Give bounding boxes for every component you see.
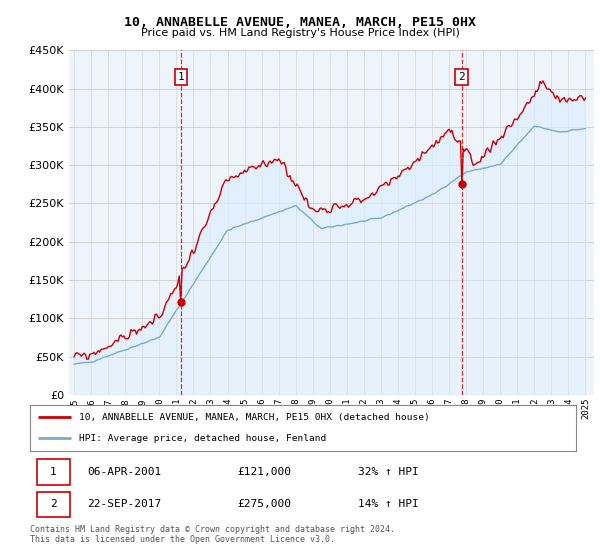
Text: 10, ANNABELLE AVENUE, MANEA, MARCH, PE15 0HX: 10, ANNABELLE AVENUE, MANEA, MARCH, PE15…: [124, 16, 476, 29]
Text: 1: 1: [178, 72, 184, 82]
Text: Contains HM Land Registry data © Crown copyright and database right 2024.
This d: Contains HM Land Registry data © Crown c…: [30, 525, 395, 544]
FancyBboxPatch shape: [37, 492, 70, 517]
Text: 2: 2: [458, 72, 465, 82]
Text: 32% ↑ HPI: 32% ↑ HPI: [358, 467, 418, 477]
Text: 10, ANNABELLE AVENUE, MANEA, MARCH, PE15 0HX (detached house): 10, ANNABELLE AVENUE, MANEA, MARCH, PE15…: [79, 413, 430, 422]
Text: HPI: Average price, detached house, Fenland: HPI: Average price, detached house, Fenl…: [79, 434, 326, 443]
Text: Price paid vs. HM Land Registry's House Price Index (HPI): Price paid vs. HM Land Registry's House …: [140, 28, 460, 38]
FancyBboxPatch shape: [37, 459, 70, 485]
Text: 06-APR-2001: 06-APR-2001: [88, 467, 161, 477]
Text: 2: 2: [50, 500, 57, 510]
Text: 1: 1: [50, 467, 57, 477]
Text: £275,000: £275,000: [238, 500, 292, 510]
Text: £121,000: £121,000: [238, 467, 292, 477]
Text: 22-SEP-2017: 22-SEP-2017: [88, 500, 161, 510]
Text: 14% ↑ HPI: 14% ↑ HPI: [358, 500, 418, 510]
